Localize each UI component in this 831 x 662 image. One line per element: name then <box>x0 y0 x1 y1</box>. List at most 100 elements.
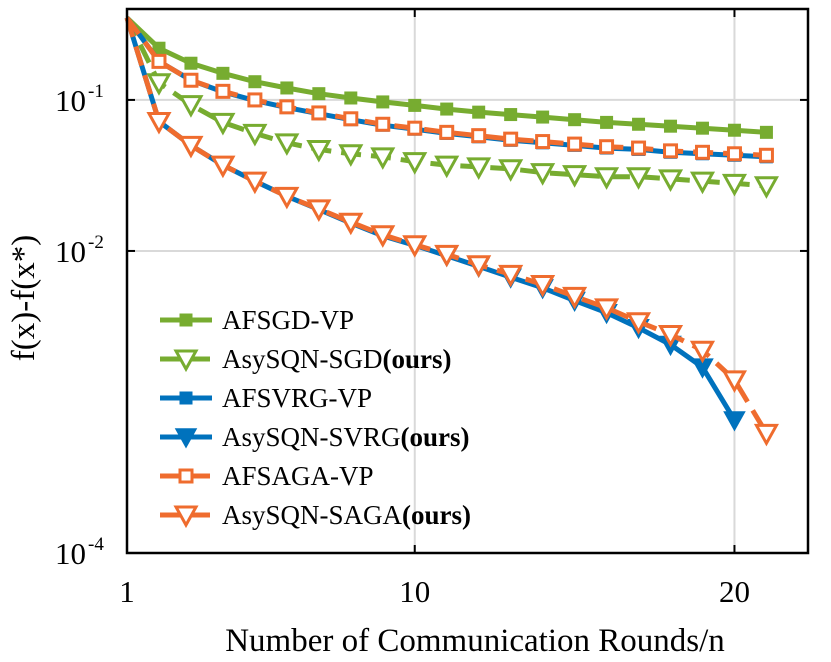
data-point <box>279 99 295 115</box>
data-point <box>274 133 300 156</box>
data-point <box>471 128 487 144</box>
data-point <box>338 212 364 236</box>
legend-name: AFSAGA-VP <box>222 461 374 491</box>
legend-label: AFSGD-VP <box>222 305 354 335</box>
data-point <box>440 102 454 116</box>
y-tick-label-base: 10 <box>55 83 86 118</box>
legend-label: AsySQN-SGD(ours) <box>222 344 452 374</box>
data-point <box>242 123 268 147</box>
data-point <box>306 199 332 222</box>
legend-label: AFSAGA-VP <box>222 461 374 491</box>
data-point <box>146 111 172 135</box>
legend-suffix: (ours) <box>401 422 470 452</box>
y-tick-label-exponent: -1 <box>88 81 104 102</box>
y-tick-label: 10 -1 <box>55 81 104 118</box>
legend-item: AFSGD-VP <box>160 305 354 335</box>
data-point <box>568 113 582 127</box>
data-point <box>472 105 486 119</box>
data-point <box>663 143 679 159</box>
data-point <box>503 131 519 147</box>
data-point <box>498 159 524 182</box>
data-point <box>657 324 684 348</box>
x-axis-label: Number of Communication Rounds/n <box>225 623 725 659</box>
data-point <box>434 244 460 268</box>
data-point <box>567 136 583 152</box>
data-point <box>178 95 204 118</box>
data-point <box>689 340 716 364</box>
data-point <box>723 411 746 432</box>
data-point <box>466 255 492 278</box>
data-point <box>530 274 556 298</box>
legend-marker <box>174 428 198 449</box>
data-point <box>407 120 423 136</box>
data-point <box>184 56 198 70</box>
plot-series <box>124 15 779 447</box>
data-point <box>402 152 428 175</box>
data-point <box>600 115 614 129</box>
data-point <box>753 176 779 199</box>
data-point <box>759 125 773 139</box>
data-point <box>215 83 231 99</box>
data-point <box>338 144 364 167</box>
legend-suffix: (ours) <box>402 500 471 530</box>
data-point <box>466 157 492 181</box>
data-point <box>626 312 652 335</box>
data-point <box>151 53 167 69</box>
data-point <box>632 117 646 131</box>
legend-marker <box>179 313 193 327</box>
data-point <box>498 264 524 288</box>
data-point <box>536 110 550 124</box>
legend-item: AFSVRG-VP <box>160 383 372 413</box>
series-afsaga-vp <box>124 16 774 163</box>
data-point <box>274 186 300 210</box>
grid-lines <box>127 9 808 553</box>
series-line <box>124 16 767 158</box>
y-tick-label-base: 10 <box>55 234 86 269</box>
legend-name: AsySQN-SVRG <box>222 422 401 452</box>
data-point <box>408 98 422 112</box>
data-point <box>530 163 556 186</box>
data-point <box>344 91 358 105</box>
data-point <box>178 135 204 159</box>
data-point <box>562 286 588 310</box>
x-tick-label: 1 <box>119 574 135 609</box>
data-point <box>626 167 652 190</box>
legend-marker <box>173 349 199 373</box>
data-point <box>758 147 774 163</box>
legend-item: AsySQN-SVRG(ours) <box>160 422 470 452</box>
data-point <box>242 171 268 195</box>
data-point <box>694 144 710 160</box>
legend-item: AsySQN-SGD(ours) <box>160 344 452 374</box>
y-axis-label: f(x)-f(x*) <box>6 235 42 361</box>
data-point <box>594 298 620 321</box>
data-point <box>280 81 294 95</box>
data-point <box>504 108 518 122</box>
legend-name: AsySQN-SAGA <box>222 500 403 530</box>
data-point <box>599 139 615 155</box>
legend-name: AsySQN-SGD <box>222 344 383 374</box>
data-point <box>216 66 230 80</box>
data-point <box>753 423 779 447</box>
data-point <box>434 155 460 179</box>
data-point <box>370 225 396 248</box>
data-point <box>146 73 172 96</box>
data-point <box>631 140 647 156</box>
data-point <box>726 146 742 162</box>
data-point <box>248 75 262 89</box>
data-point <box>210 155 236 179</box>
data-point <box>727 123 741 137</box>
y-tick-label-exponent: -4 <box>88 534 104 555</box>
data-point <box>375 116 391 132</box>
legend-marker <box>178 468 194 484</box>
data-point <box>657 169 684 192</box>
y-tick-label: 10 -4 <box>55 534 104 571</box>
series-asysqn-saga <box>124 17 779 447</box>
data-point <box>721 173 748 197</box>
data-point <box>247 92 263 108</box>
data-point <box>721 370 748 393</box>
data-point <box>695 121 709 135</box>
plot-frame <box>125 7 810 555</box>
legend-item: AFSAGA-VP <box>160 461 374 491</box>
